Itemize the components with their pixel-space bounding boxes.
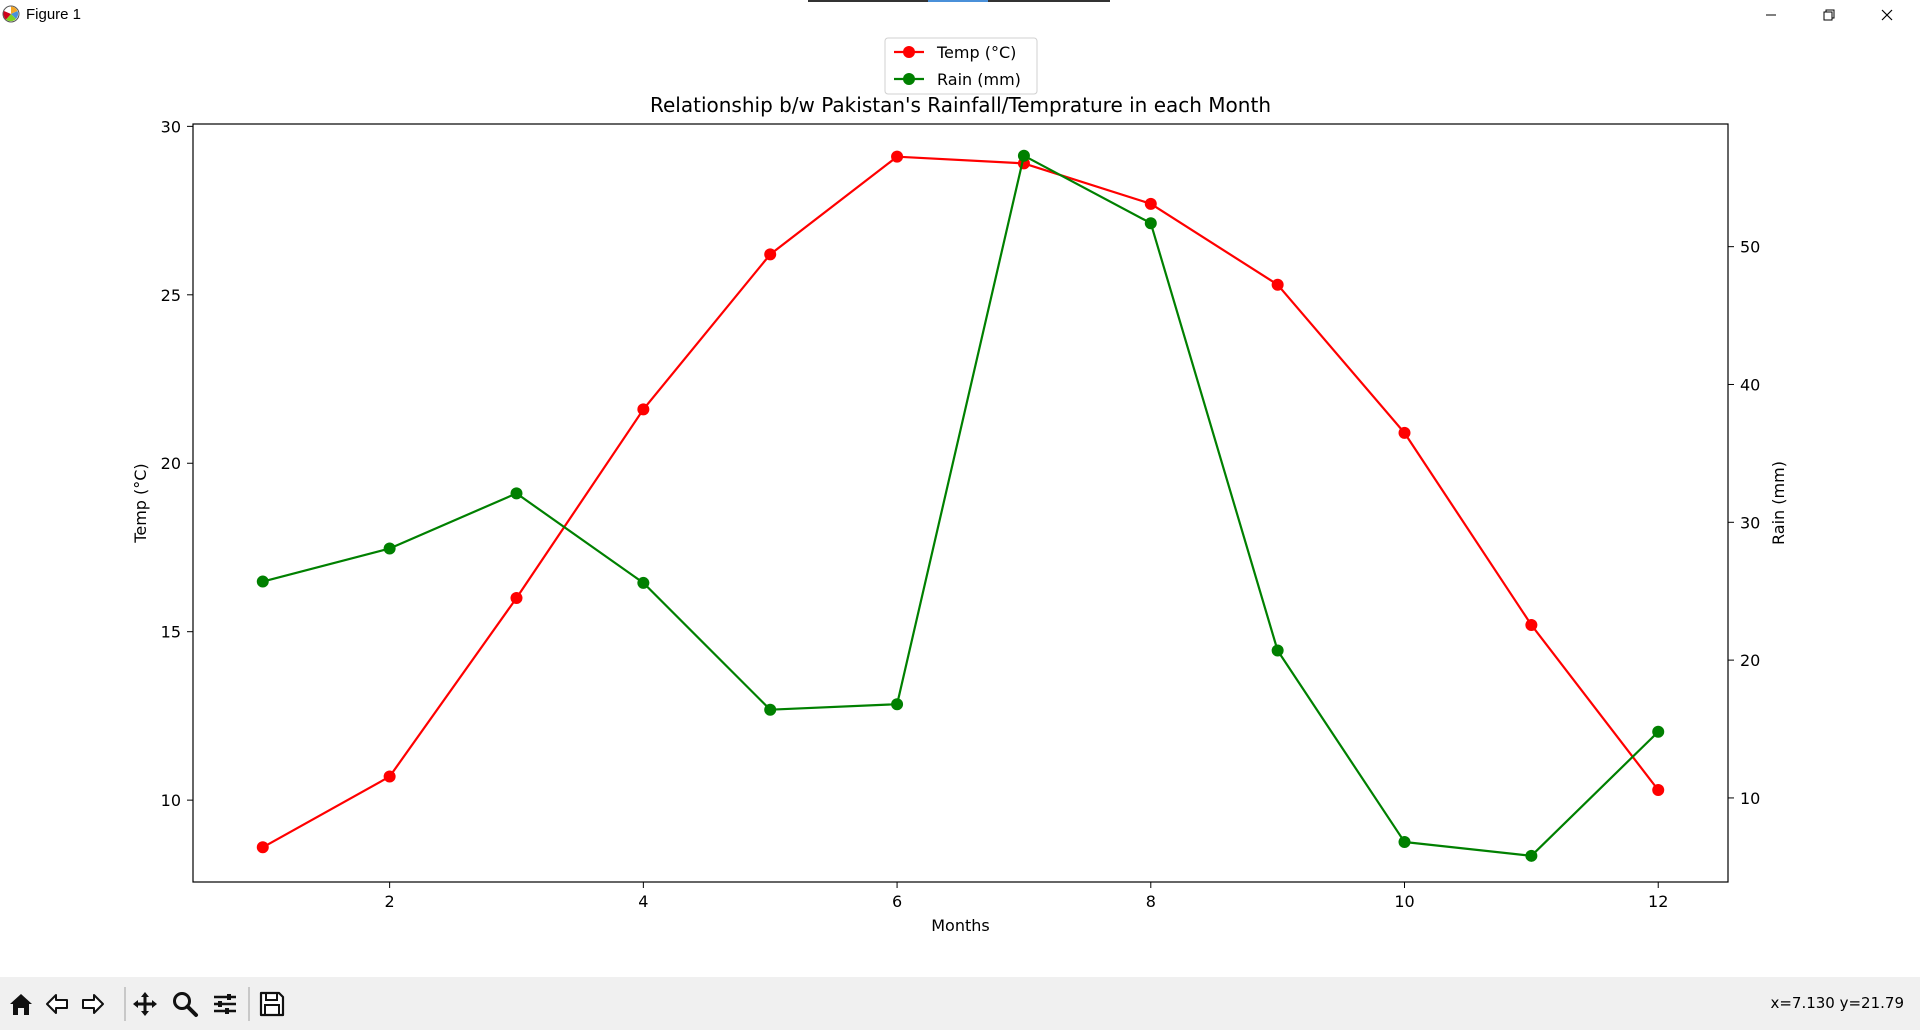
data-point-rain	[1652, 725, 1665, 738]
line-chart[interactable]: 2 4 6 8 10 12 10 15 20 25 30 10 20 30 40 50 Relationship…	[0, 30, 1920, 977]
save-icon	[259, 991, 285, 1017]
data-point-rain	[510, 487, 523, 500]
configure-subplots-icon	[214, 994, 236, 1014]
home-button[interactable]	[4, 987, 38, 1021]
y-right-axis-label: Rain (mm)	[1769, 461, 1788, 545]
data-point-temp	[256, 841, 269, 854]
back-button[interactable]	[40, 987, 74, 1021]
matplotlib-logo-icon	[2, 5, 20, 23]
data-point-rain	[891, 698, 904, 711]
minimize-icon	[1766, 14, 1776, 16]
data-point-temp	[891, 150, 904, 163]
configure-subplots-button[interactable]	[208, 987, 242, 1021]
series-line-rain	[262, 154, 1659, 857]
data-point-temp	[510, 592, 523, 605]
chart-title: Relationship b/w Pakistan's Rainfall/Tem…	[650, 93, 1271, 117]
minimize-button[interactable]	[1742, 0, 1800, 30]
x-tick-label: 12	[1648, 892, 1668, 911]
y-left-tick-label: 30	[161, 117, 181, 136]
legend-swatch-marker	[903, 73, 915, 85]
pan-button[interactable]	[128, 987, 162, 1021]
save-button[interactable]	[255, 987, 289, 1021]
window-title: Figure 1	[26, 6, 82, 23]
data-point-rain	[1398, 836, 1411, 849]
data-point-temp	[764, 248, 777, 261]
data-point-temp	[383, 770, 396, 783]
cursor-coordinates: x=7.130 y=21.79	[1770, 994, 1904, 1012]
y-left-tick-label: 25	[161, 286, 181, 305]
y-left-tick-label: 20	[161, 454, 181, 473]
data-point-rain	[383, 542, 396, 555]
navigation-toolbar: x=7.130 y=21.79	[0, 977, 1920, 1030]
data-point-rain	[1525, 849, 1538, 862]
data-point-temp	[1144, 197, 1157, 210]
close-icon	[1881, 9, 1893, 21]
data-point-temp	[1271, 278, 1284, 291]
restore-button[interactable]	[1800, 0, 1858, 30]
data-point-rain	[1017, 149, 1030, 162]
toolbar-separator	[124, 987, 126, 1021]
forward-button[interactable]	[76, 987, 110, 1021]
y-right-tick-label: 20	[1740, 651, 1760, 670]
back-arrow-icon	[46, 994, 68, 1014]
x-axis-label: Months	[931, 916, 989, 935]
y-right-tick-label: 50	[1740, 238, 1760, 257]
x-tick-label: 8	[1146, 892, 1156, 911]
title-accent-highlight	[928, 0, 988, 2]
data-point-rain	[256, 575, 269, 588]
window-titlebar: Figure 1	[0, 0, 1920, 30]
y-left-tick-label: 10	[161, 791, 181, 810]
x-tick-label: 4	[638, 892, 648, 911]
data-point-rain	[1144, 217, 1157, 230]
forward-arrow-icon	[82, 994, 104, 1014]
x-tick-label: 6	[892, 892, 902, 911]
x-tick-label: 2	[385, 892, 395, 911]
legend-label: Temp (°C)	[936, 43, 1016, 62]
y-left-axis-label: Temp (°C)	[131, 463, 150, 543]
toolbar-separator	[248, 987, 250, 1021]
data-point-temp	[1652, 784, 1665, 797]
legend-swatch-marker	[903, 46, 915, 58]
data-point-temp	[1525, 618, 1538, 631]
close-button[interactable]	[1858, 0, 1916, 30]
restore-icon	[1823, 9, 1835, 21]
y-left-tick-label: 15	[161, 623, 181, 642]
data-point-rain	[1271, 644, 1284, 657]
data-point-temp	[1398, 426, 1411, 439]
axes-frame	[192, 123, 1729, 883]
figure-canvas[interactable]: 2 4 6 8 10 12 10 15 20 25 30 10 20 30 40 50 Relationship…	[0, 30, 1920, 977]
series-line-temp	[262, 155, 1660, 849]
zoom-icon	[173, 992, 198, 1017]
y-right-tick-label: 40	[1740, 375, 1760, 394]
legend-label: Rain (mm)	[937, 70, 1021, 89]
y-right-tick-label: 30	[1740, 513, 1760, 532]
x-tick-label: 10	[1394, 892, 1414, 911]
home-icon	[10, 994, 32, 1015]
data-point-temp	[637, 403, 650, 416]
zoom-button[interactable]	[168, 987, 202, 1021]
data-point-rain	[637, 576, 650, 589]
data-point-rain	[764, 703, 777, 716]
y-right-tick-label: 10	[1740, 789, 1760, 808]
pan-icon	[133, 992, 157, 1016]
